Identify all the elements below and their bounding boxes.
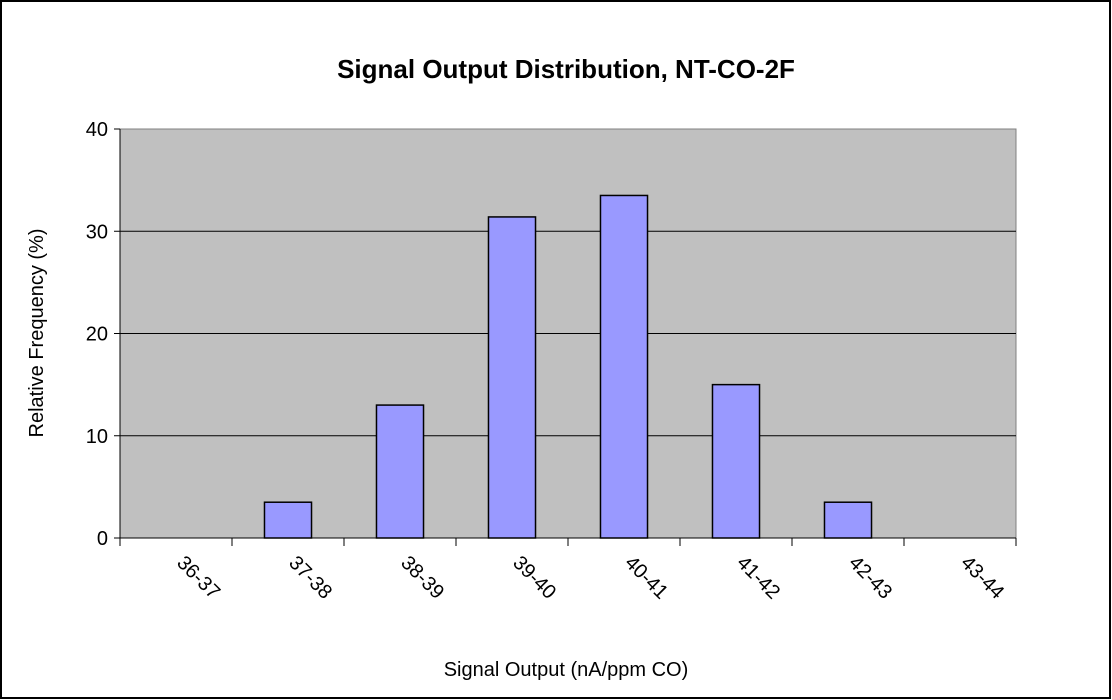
x-axis-label: Signal Output (nA/ppm CO) [444,659,689,681]
bar [263,501,313,539]
y-tick-label: 0 [97,528,108,550]
bar [823,501,873,539]
bar [375,404,425,539]
y-tick-label: 10 [86,426,108,448]
bar [711,383,761,539]
bar [487,216,537,539]
y-tick-label: 40 [86,119,108,141]
y-axis-label: Relative Frequency (%) [26,229,48,438]
y-tick-label: 20 [86,324,108,346]
y-tick-label: 30 [86,221,108,243]
chart-title: Signal Output Distribution, NT-CO-2F [337,54,795,84]
bar [599,194,649,539]
